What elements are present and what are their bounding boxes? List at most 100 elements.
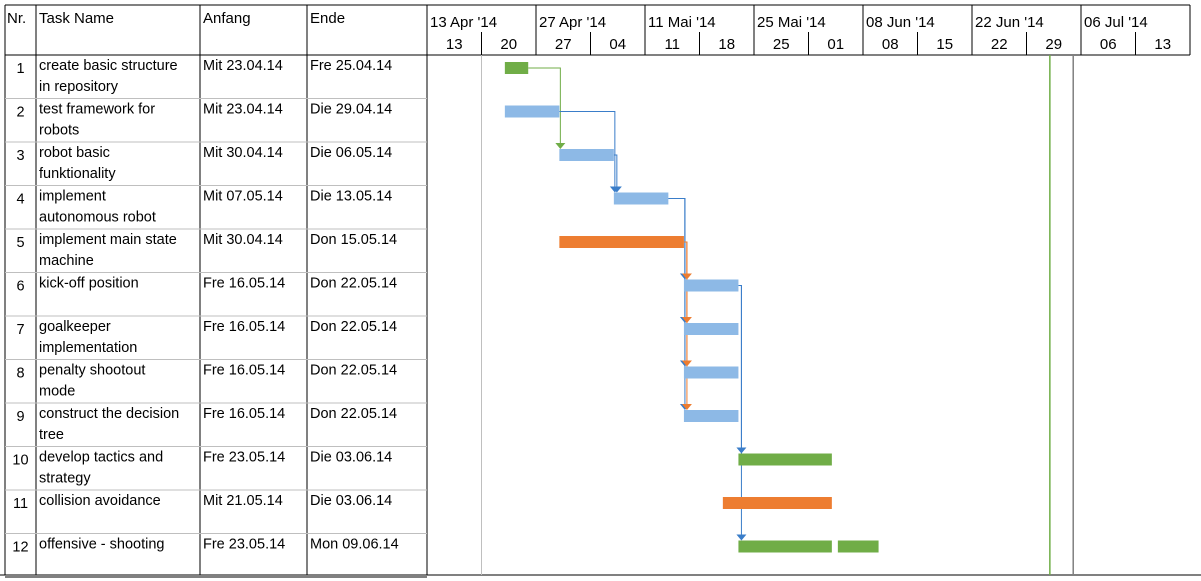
row-start: Fre 16.05.14 (203, 276, 285, 292)
row-end: Die 13.05.14 (310, 189, 392, 205)
header-task-name: Task Name (39, 10, 114, 27)
row-task-name: implementation (39, 340, 137, 356)
header-end: Ende (310, 10, 345, 27)
task-bar (504, 105, 560, 118)
task-bar (559, 236, 684, 248)
link-line (668, 198, 686, 319)
row-end: Mon 09.06.14 (310, 537, 399, 553)
table-row: 9 construct the decision tree Fre 16.05.14 D… (16, 406, 397, 443)
link-line (528, 67, 561, 145)
row-nr: 3 (16, 148, 24, 164)
row-nr: 11 (13, 496, 28, 512)
row-task-name: robots (39, 123, 79, 139)
timescale-minor-label: 06 (1100, 36, 1117, 53)
timescale-minor-label: 22 (991, 36, 1008, 53)
row-task-name: implement main state (39, 232, 177, 248)
task-bar (738, 540, 832, 553)
table-row: 6 kick-off position Fre 16.05.14 Don 22.05.… (16, 276, 397, 295)
link-line (668, 198, 686, 363)
row-nr: 8 (16, 366, 24, 382)
row-task-name: test framework for (39, 102, 155, 118)
row-start: Fre 16.05.14 (203, 406, 285, 422)
link-line (683, 241, 688, 406)
row-nr: 9 (16, 409, 24, 425)
grid-layer (0, 4, 1201, 578)
vertical-lines (1049, 55, 1074, 575)
row-nr: 1 (16, 61, 24, 77)
task-bar (722, 497, 832, 509)
row-start: Mit 07.05.14 (203, 189, 283, 205)
header-nr: Nr. (7, 10, 26, 27)
row-task-name: robot basic (39, 145, 110, 161)
row-nr: 10 (12, 453, 28, 469)
task-bar (613, 192, 669, 205)
row-task-name: mode (39, 384, 75, 400)
table-row: 5 implement main state machine Mit 30.04.14… (16, 232, 397, 269)
timescale-major-label: 08 Jun '14 (866, 14, 935, 31)
timescale: 13 Apr '14 27 Apr '14 11 Mai '14 25 Mai '14… (430, 5, 1171, 575)
row-task-name: implement (39, 189, 106, 205)
table-row: 7 goalkeeper implementation Fre 16.05.14 Don… (16, 319, 397, 356)
timescale-minor-label: 13 (1154, 36, 1171, 53)
row-start: Fre 23.05.14 (203, 537, 285, 553)
task-bar (683, 366, 739, 379)
table-row: 8 penalty shootout mode Fre 16.05.14 Don 22.… (16, 363, 397, 400)
link-arrowhead (555, 143, 566, 149)
row-task-name: kick-off position (39, 276, 139, 292)
task-bar (683, 410, 739, 422)
timescale-minor-label: 15 (936, 36, 953, 53)
header-layer: Nr. Task Name Anfang Ende (7, 10, 345, 27)
row-start: Fre 23.05.14 (203, 450, 285, 466)
task-bar (738, 453, 832, 466)
timescale-major-label: 11 Mai '14 (648, 14, 716, 31)
timescale-major-label: 13 Apr '14 (430, 14, 497, 31)
row-task-name: construct the decision (39, 406, 179, 422)
task-bar (504, 62, 529, 74)
row-task-name: goalkeeper (39, 319, 111, 335)
row-nr: 2 (16, 105, 24, 121)
timescale-minor-label: 18 (718, 36, 735, 53)
row-end: Die 29.04.14 (310, 102, 392, 118)
task-bar (683, 279, 739, 292)
row-task-name: penalty shootout (39, 363, 145, 379)
row-start: Mit 30.04.14 (203, 145, 283, 161)
row-start: Fre 16.05.14 (203, 319, 285, 335)
row-start: Mit 21.05.14 (203, 493, 283, 509)
link-arrowhead (611, 186, 622, 193)
row-start: Fre 16.05.14 (203, 363, 285, 379)
row-end: Fre 25.04.14 (310, 58, 392, 74)
table-row: 4 implement autonomous robot Mit 07.05.14 Di… (16, 189, 392, 226)
row-task-name: in repository (39, 79, 119, 95)
timescale-major-label: 27 Apr '14 (539, 14, 606, 31)
timescale-minor-label: 08 (882, 36, 899, 53)
row-task-name: tree (39, 427, 64, 443)
task-bar (683, 323, 739, 335)
row-end: Die 03.06.14 (310, 450, 392, 466)
row-nr: 5 (16, 235, 24, 251)
timescale-minor-label: 13 (446, 36, 463, 53)
row-task-name: funktionality (39, 166, 116, 182)
row-end: Die 03.06.14 (310, 493, 392, 509)
row-end: Don 22.05.14 (310, 319, 397, 335)
table-row: 12 offensive - shooting Fre 23.05.14 Mon 09… (12, 537, 398, 556)
row-start: Mit 23.04.14 (203, 58, 283, 74)
row-end: Don 22.05.14 (310, 276, 397, 292)
row-start: Mit 23.04.14 (203, 102, 283, 118)
timescale-major-label: 25 Mai '14 (757, 14, 826, 31)
row-task-name: develop tactics and (39, 450, 163, 466)
header-start: Anfang (203, 10, 251, 27)
table-row: 11 collision avoidance Mit 21.05.14 Die 03.… (13, 493, 392, 512)
link-line (668, 198, 686, 406)
task-bars (504, 62, 879, 553)
timescale-major-label: 06 Jul '14 (1084, 14, 1148, 31)
row-task-name: machine (39, 253, 94, 269)
timescale-major-label: 22 Jun '14 (975, 14, 1044, 31)
link-arrowhead (736, 534, 747, 541)
timescale-minor-label: 01 (827, 36, 844, 53)
timescale-minor-label: 20 (500, 36, 517, 53)
row-nr: 7 (16, 322, 24, 338)
row-end: Don 15.05.14 (310, 232, 397, 248)
row-start: Mit 30.04.14 (203, 232, 283, 248)
link-line (613, 154, 618, 189)
